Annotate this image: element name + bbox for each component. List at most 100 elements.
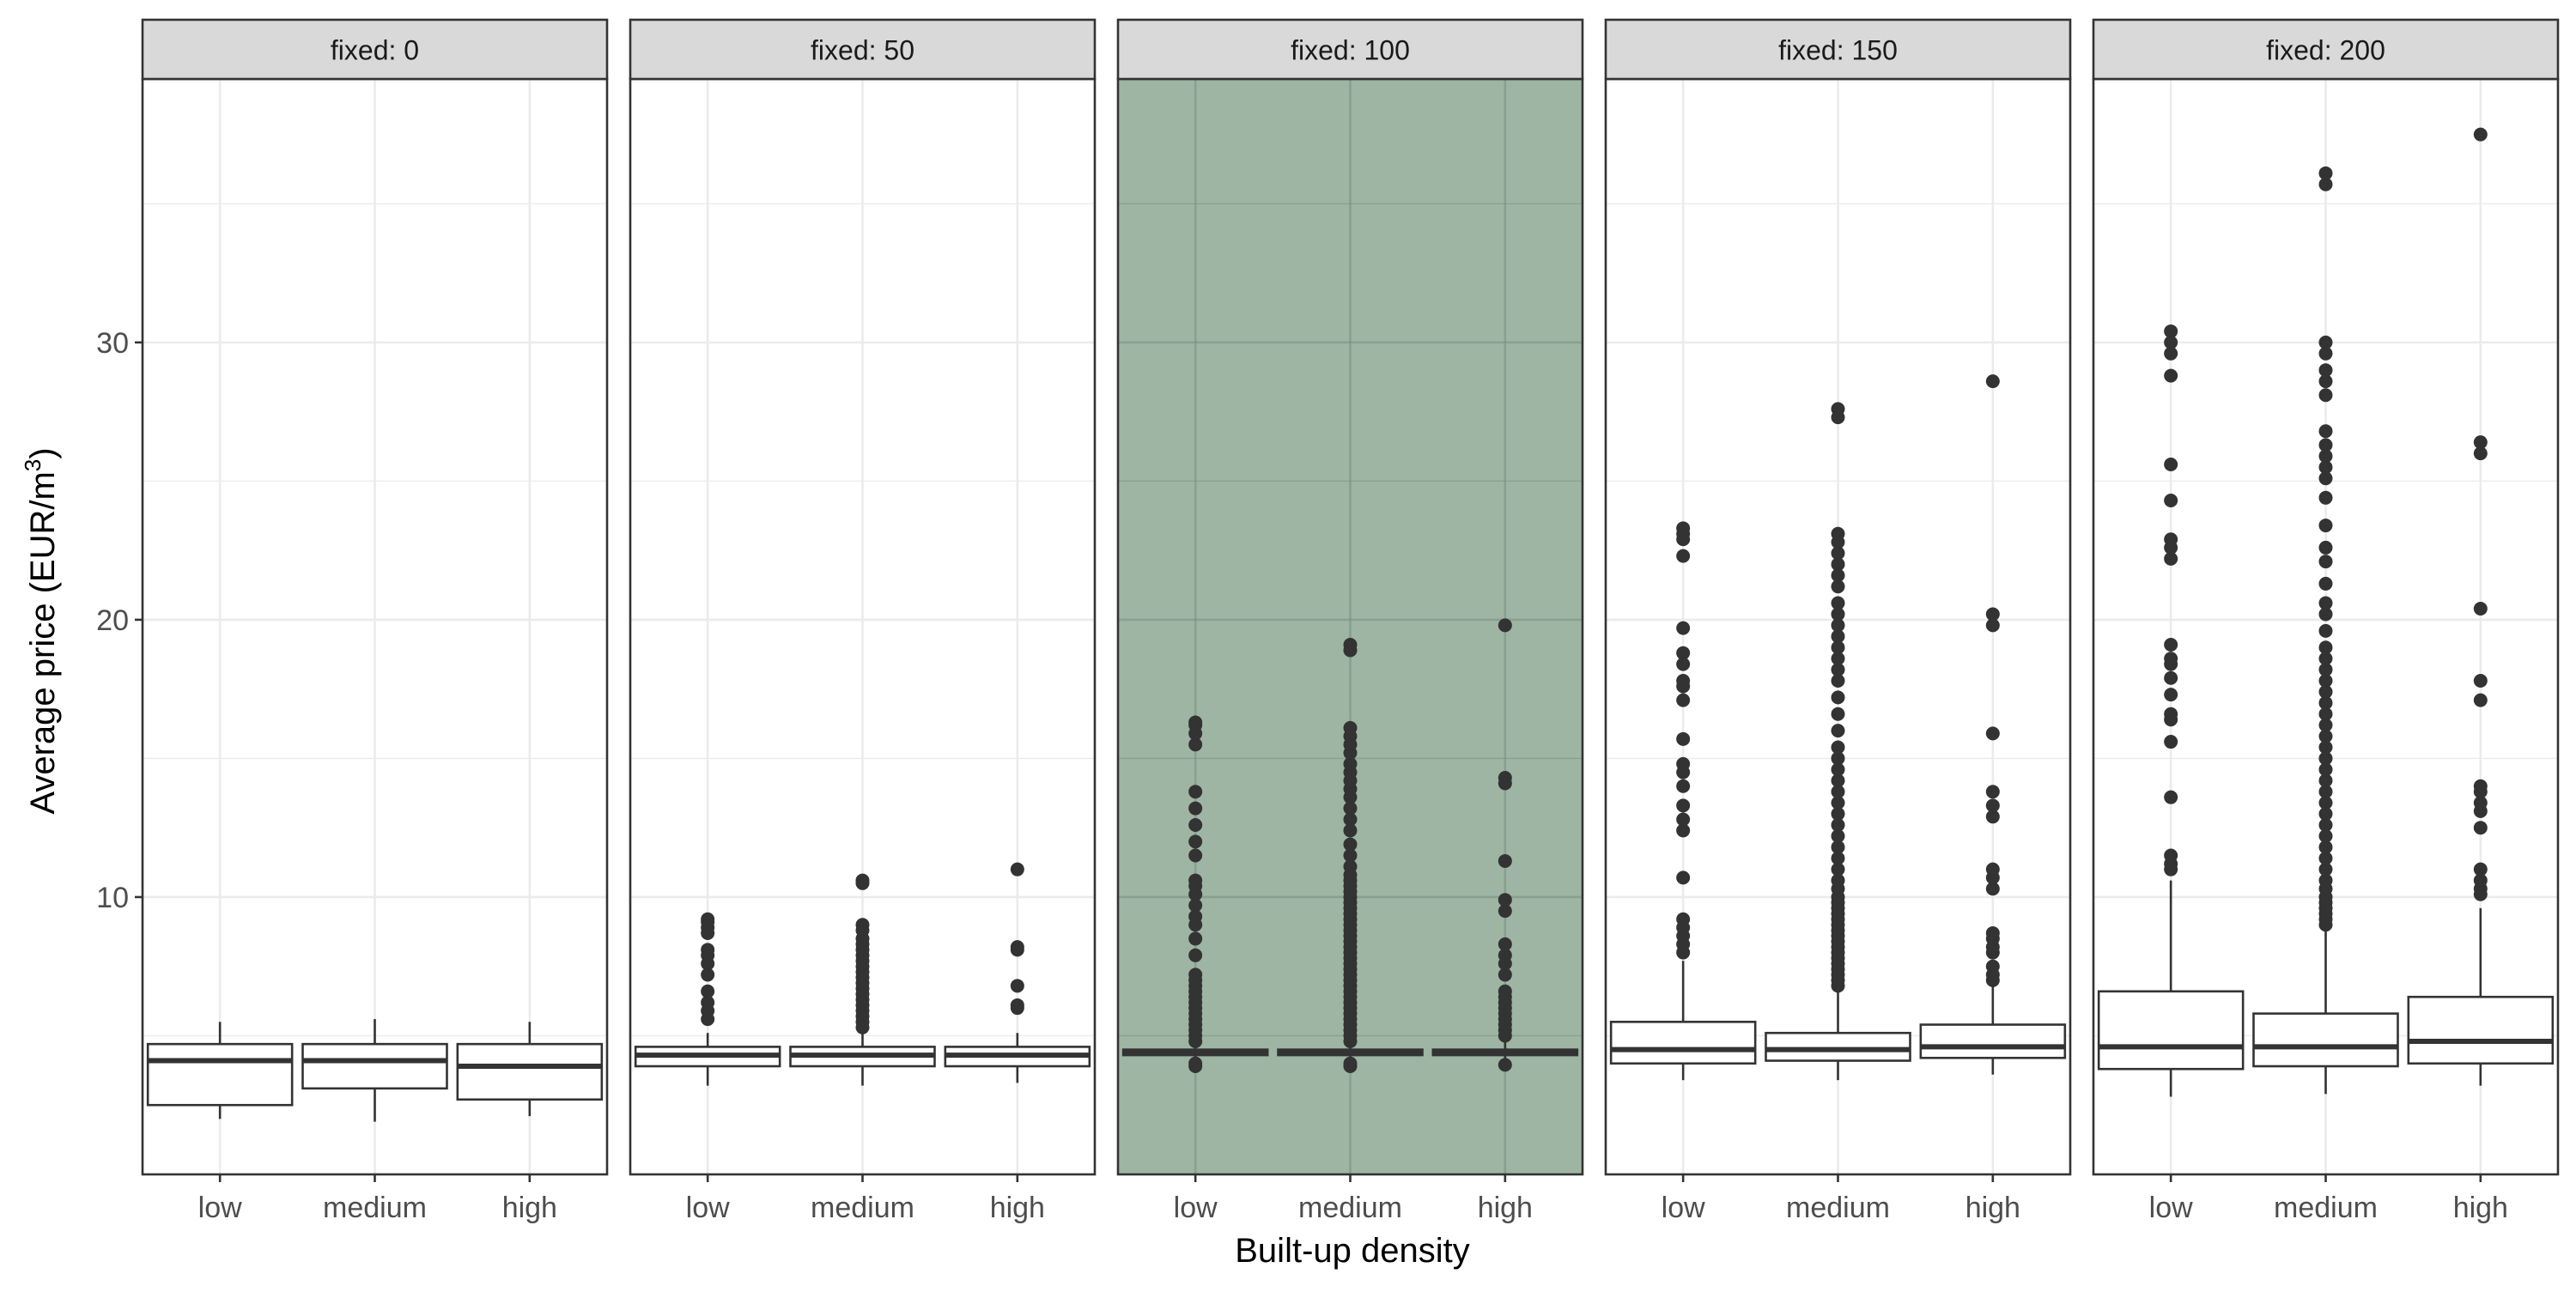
outlier-point <box>1831 817 1845 832</box>
box-iqr <box>1765 1031 1911 1062</box>
outlier-point <box>1498 1058 1512 1072</box>
outlier-point <box>1676 912 1691 926</box>
outlier-point <box>1831 568 1845 583</box>
outlier-point <box>1676 646 1691 660</box>
outlier-point <box>2318 374 2333 389</box>
outlier-point <box>1676 521 1691 536</box>
outlier-point <box>2318 519 2333 533</box>
outlier-point <box>701 912 715 926</box>
outlier-point <box>2318 460 2333 475</box>
outlier-point <box>1985 785 2000 799</box>
facet-strip-label: fixed: 100 <box>1291 35 1410 66</box>
outlier-point <box>1831 526 1845 541</box>
outlier-point <box>2318 718 2333 732</box>
outlier-point <box>1343 837 1358 852</box>
outlier-point <box>2164 346 2178 361</box>
outlier-point <box>1010 998 1024 1012</box>
box-iqr <box>301 1042 448 1090</box>
outlier-point <box>1676 870 1691 885</box>
y-axis-title: Average price (EUR/m3) <box>20 447 62 814</box>
x-tick-label: high <box>990 1192 1045 1224</box>
outlier-point <box>2318 166 2333 180</box>
boxplot-low <box>634 912 781 1086</box>
outlier-point <box>1831 851 1845 865</box>
outlier-point <box>2164 551 2178 566</box>
outlier-point <box>1676 756 1691 771</box>
outlier-point <box>2318 438 2333 452</box>
facet-strip <box>141 18 609 81</box>
outlier-point <box>1343 859 1358 874</box>
outlier-point <box>1985 798 2000 813</box>
outlier-point <box>1831 402 1845 416</box>
outlier-point <box>2318 471 2333 486</box>
outlier-point <box>1498 937 1512 951</box>
outlier-point <box>1831 751 1845 766</box>
boxplot-high <box>2407 127 2555 1086</box>
boxplot-medium <box>301 1019 448 1122</box>
boxplot-medium <box>2252 166 2399 1095</box>
outlier-point <box>1831 579 1845 594</box>
outlier-point <box>2473 673 2488 688</box>
outlier-point <box>1498 853 1512 868</box>
outlier-point <box>1188 909 1203 924</box>
outlier-point <box>1343 812 1358 827</box>
facet-strip-label: fixed: 0 <box>331 35 419 66</box>
y-axis-title-close: ) <box>24 447 62 458</box>
outlier-point <box>1831 807 1845 822</box>
outlier-point <box>1498 904 1512 919</box>
outlier-point <box>1831 618 1845 633</box>
outlier-point <box>1188 715 1203 730</box>
outlier-point <box>1676 812 1691 827</box>
outlier-point <box>2318 663 2333 677</box>
outlier-point <box>2318 851 2333 865</box>
outlier-point <box>2318 817 2333 832</box>
boxplot-low <box>1121 715 1269 1074</box>
outlier-point <box>1343 637 1358 652</box>
outlier-point <box>2164 324 2178 338</box>
outlier-point <box>2318 729 2333 743</box>
outlier-point <box>2318 762 2333 777</box>
outlier-point <box>2318 449 2333 464</box>
outlier-point <box>2473 796 2488 810</box>
facet-panel: fixed: 200 low medium high <box>2092 18 2560 1224</box>
outlier-point <box>855 918 870 932</box>
outlier-point <box>701 984 715 998</box>
outlier-point <box>2318 177 2333 191</box>
outlier-point <box>2318 707 2333 721</box>
outlier-point <box>1831 640 1845 655</box>
outlier-point <box>2164 707 2178 721</box>
outlier-point <box>2318 873 2333 888</box>
y-axis-title-superscript: 3 <box>20 459 46 471</box>
x-axis-title: Built-up density <box>1235 1232 1469 1270</box>
outlier-point <box>2164 368 2178 383</box>
outlier-point <box>2164 637 2178 652</box>
outlier-point <box>1831 607 1845 622</box>
outlier-point <box>1831 596 1845 610</box>
boxplot-medium <box>1765 402 1911 1081</box>
facet-strip <box>1116 18 1584 81</box>
x-tick-label: low <box>1662 1192 1705 1224</box>
outlier-point <box>2318 796 2333 810</box>
outlier-point <box>2318 751 2333 766</box>
outlier-point <box>701 995 715 1010</box>
y-tick-label: 10 <box>96 882 129 914</box>
outlier-point <box>1831 828 1845 843</box>
outlier-point <box>1831 862 1845 876</box>
outlier-point <box>2318 807 2333 822</box>
facet-panel: fixed: 150 low medium high <box>1604 18 2072 1224</box>
outlier-point <box>2318 540 2333 555</box>
outlier-point <box>2164 848 2178 863</box>
outlier-point <box>1985 810 2000 824</box>
outlier-point <box>1831 690 1845 705</box>
outlier-point <box>2318 576 2333 591</box>
outlier-point <box>2318 862 2333 876</box>
outlier-point <box>2473 693 2488 707</box>
outlier-point <box>2318 640 2333 655</box>
outlier-point <box>1985 374 2000 389</box>
x-tick-label: medium <box>811 1192 914 1224</box>
outlier-point <box>2318 828 2333 843</box>
facet-strip <box>1604 18 2072 81</box>
outlier-point <box>2318 785 2333 799</box>
